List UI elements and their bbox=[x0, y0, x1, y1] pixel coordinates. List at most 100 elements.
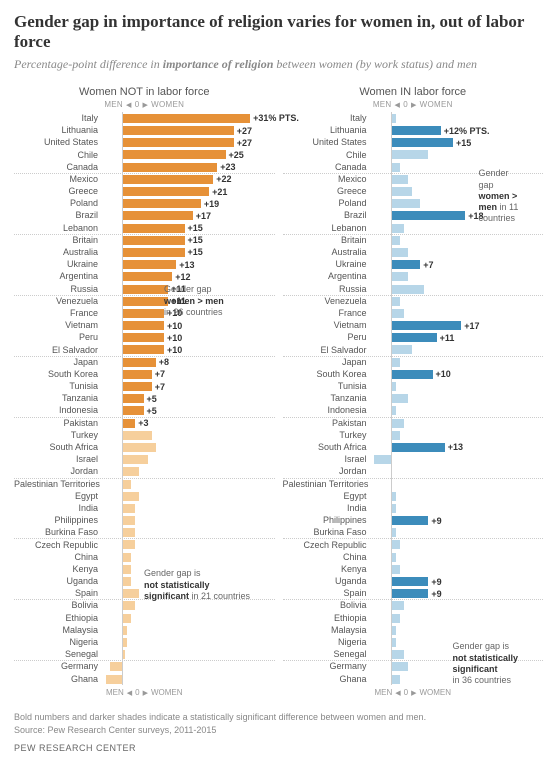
bar bbox=[123, 626, 127, 635]
bar bbox=[392, 382, 396, 391]
bar-area: +13 bbox=[102, 259, 275, 271]
chart-row: El Salvador+10 bbox=[14, 344, 275, 356]
chart-row: France+10 bbox=[14, 307, 275, 319]
country-label: El Salvador bbox=[14, 346, 102, 355]
country-label: Uganda bbox=[14, 577, 102, 586]
value-label: +15 bbox=[456, 137, 471, 149]
country-label: India bbox=[283, 504, 371, 513]
bar bbox=[123, 175, 213, 184]
bar bbox=[123, 516, 135, 525]
annot-left-sig: Gender gap women > men in 26 countries bbox=[164, 284, 224, 318]
bar-area: +10 bbox=[371, 368, 544, 380]
bar bbox=[123, 272, 172, 281]
chart-row: Pakistan+3 bbox=[14, 417, 275, 429]
country-label: Ethiopia bbox=[14, 614, 102, 623]
bar-area: +7 bbox=[371, 259, 544, 271]
chart-row: Ethiopia bbox=[14, 612, 275, 624]
tri-right-icon: ▶ bbox=[143, 689, 148, 697]
tri-left-icon: ◀ bbox=[127, 689, 132, 697]
bar-area bbox=[371, 283, 544, 295]
bar-area: +3 bbox=[102, 417, 275, 429]
country-label: Vietnam bbox=[283, 321, 371, 330]
country-label: Australia bbox=[14, 248, 102, 257]
right-axis-top: MEN ◀ 0 ▶ WOMEN bbox=[283, 100, 544, 109]
value-label: +17 bbox=[464, 320, 479, 332]
country-label: Lithuania bbox=[14, 126, 102, 135]
zero-line bbox=[122, 661, 123, 673]
chart-row: Australia bbox=[283, 246, 544, 258]
a1l2: women > men bbox=[164, 296, 224, 306]
country-label: Uganda bbox=[283, 577, 371, 586]
chart-row: United States+15 bbox=[283, 137, 544, 149]
chart-row: Burkina Faso bbox=[283, 527, 544, 539]
value-label: +13 bbox=[179, 259, 194, 271]
chart-row: France bbox=[283, 307, 544, 319]
ar1l6: countries bbox=[479, 213, 516, 223]
bar bbox=[123, 309, 164, 318]
country-label: Malaysia bbox=[14, 626, 102, 635]
bar-area: +13 bbox=[371, 441, 544, 453]
chart-container: Gender gap in importance of religion var… bbox=[0, 0, 557, 765]
bar-area: +12 bbox=[102, 271, 275, 283]
bar-area: +19 bbox=[102, 198, 275, 210]
value-label: +8 bbox=[159, 356, 169, 368]
bar-area bbox=[371, 527, 544, 539]
bar bbox=[392, 187, 413, 196]
chart-row: Japan bbox=[283, 356, 544, 368]
chart-row: Canada+23 bbox=[14, 161, 275, 173]
bar-area: +23 bbox=[102, 161, 275, 173]
country-label: Canada bbox=[14, 163, 102, 172]
chart-row: Philippines bbox=[14, 515, 275, 527]
bar bbox=[392, 553, 396, 562]
country-label: Palestinian Territories bbox=[283, 480, 371, 489]
bar-area bbox=[371, 600, 544, 612]
country-label: Japan bbox=[14, 358, 102, 367]
value-label: +27 bbox=[237, 125, 252, 137]
bar bbox=[392, 309, 404, 318]
subtitle-post: between women (by work status) and men bbox=[273, 57, 477, 71]
bar-area bbox=[102, 515, 275, 527]
bar bbox=[392, 650, 404, 659]
chart-row: Kenya bbox=[283, 563, 544, 575]
country-label: Nigeria bbox=[14, 638, 102, 647]
country-label: Venezuela bbox=[283, 297, 371, 306]
country-label: Bolivia bbox=[14, 601, 102, 610]
chart-row: Bolivia bbox=[283, 600, 544, 612]
bar bbox=[123, 321, 164, 330]
chart-row: Egypt bbox=[283, 490, 544, 502]
bar-area: +22 bbox=[102, 173, 275, 185]
country-label: Turkey bbox=[14, 431, 102, 440]
chart-row: Germany bbox=[14, 661, 275, 673]
bar-area bbox=[371, 149, 544, 161]
tri-right-icon: ▶ bbox=[142, 101, 148, 109]
bar bbox=[123, 650, 125, 659]
country-label: Spain bbox=[14, 589, 102, 598]
bar-area bbox=[102, 612, 275, 624]
bar-area: +9 bbox=[371, 515, 544, 527]
chart-row: Lithuania+12% PTS. bbox=[283, 125, 544, 137]
charts-wrapper: Women NOT in labor force MEN ◀ 0 ▶ WOMEN… bbox=[14, 86, 543, 697]
bar bbox=[123, 285, 168, 294]
country-label: Jordan bbox=[14, 467, 102, 476]
chart-row: Senegal bbox=[14, 649, 275, 661]
chart-row: Spain+9 bbox=[283, 588, 544, 600]
tri-left-icon: ◀ bbox=[126, 101, 132, 109]
country-label: Indonesia bbox=[283, 406, 371, 415]
value-label: +9 bbox=[431, 576, 441, 588]
country-label: Bolivia bbox=[283, 601, 371, 610]
bar bbox=[123, 577, 131, 586]
value-label: +25 bbox=[229, 149, 244, 161]
chart-subtitle: Percentage-point difference in importanc… bbox=[14, 57, 543, 73]
tri-right-icon: ▶ bbox=[411, 689, 416, 697]
bar-area: +27 bbox=[102, 125, 275, 137]
country-label: Canada bbox=[283, 163, 371, 172]
country-label: Britain bbox=[14, 236, 102, 245]
value-label: +12% PTS. bbox=[444, 125, 490, 137]
axis-men-rb: MEN bbox=[374, 688, 392, 697]
bar-area: +10 bbox=[102, 332, 275, 344]
value-label: +27 bbox=[237, 137, 252, 149]
bar bbox=[392, 589, 429, 598]
bar bbox=[392, 662, 408, 671]
axis-women-rb: WOMEN bbox=[419, 688, 451, 697]
axis-zero: 0 bbox=[135, 100, 140, 109]
